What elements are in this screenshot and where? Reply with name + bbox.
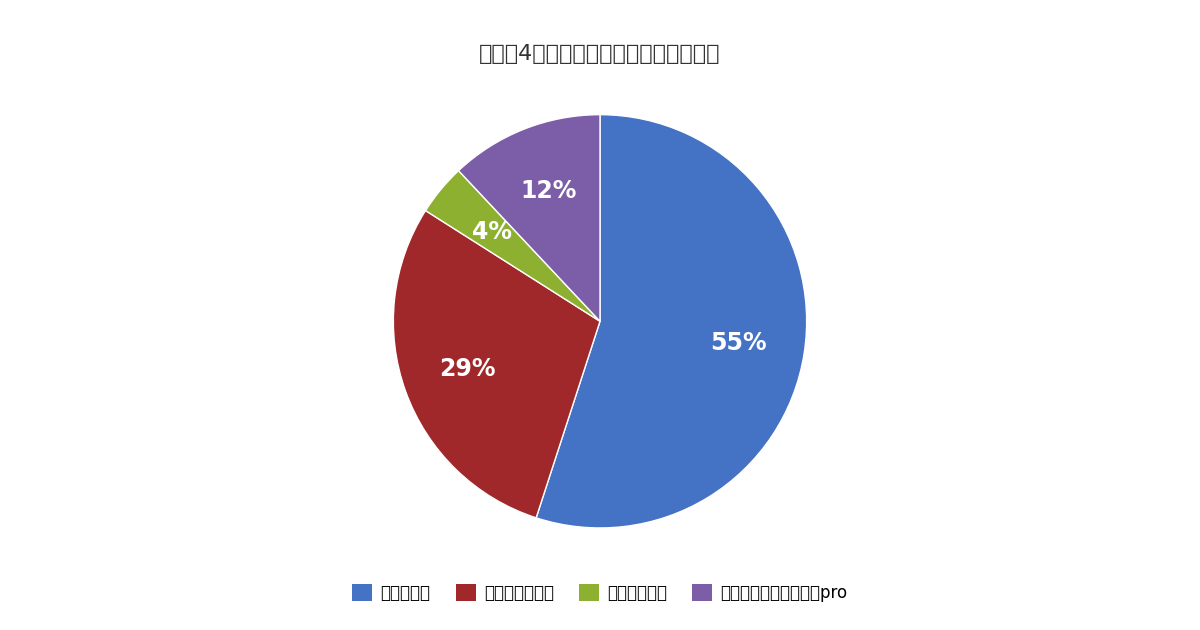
Text: 12%: 12%: [520, 179, 576, 203]
Wedge shape: [536, 115, 806, 528]
Text: ひふみ4銘柄運用比率（評価額ベース）: ひふみ4銘柄運用比率（評価額ベース）: [479, 44, 721, 64]
Legend: ひふみ投信, ひふみワールド, ひふみらいと, ひふみマイクロスコーpro: ひふみ投信, ひふみワールド, ひふみらいと, ひふみマイクロスコーpro: [346, 578, 854, 609]
Text: 55%: 55%: [710, 331, 767, 355]
Wedge shape: [426, 171, 600, 321]
Wedge shape: [458, 115, 600, 321]
Text: 4%: 4%: [472, 220, 511, 244]
Text: 29%: 29%: [439, 357, 496, 381]
Wedge shape: [394, 210, 600, 518]
